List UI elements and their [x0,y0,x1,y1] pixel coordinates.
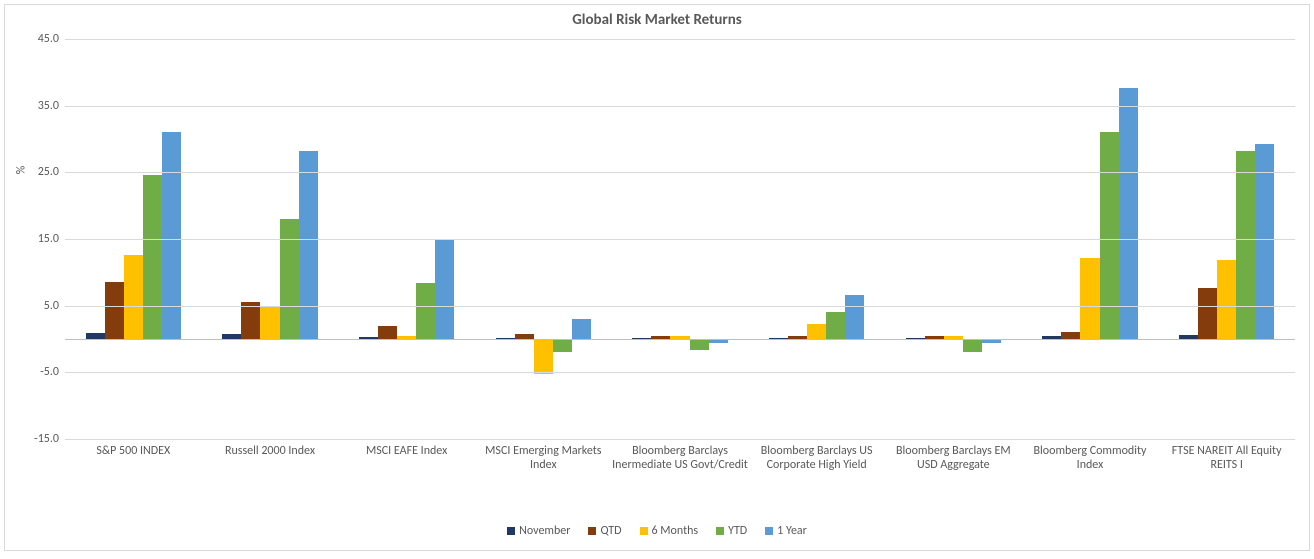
bar [534,339,553,374]
bar [807,324,826,339]
bar [963,339,982,352]
legend-swatch [765,527,773,535]
gridline [65,306,1295,307]
bar [1061,332,1080,339]
legend: November QTD 6 Months YTD 1 Year [5,524,1309,538]
y-tick-label: 15.0 [38,232,65,246]
legend-item: November [507,524,570,538]
legend-item: YTD [716,524,747,538]
bar [1198,288,1217,339]
legend-label: YTD [728,524,747,538]
bar [845,295,864,339]
y-tick-label: 45.0 [38,32,65,46]
bar [1236,151,1255,339]
legend-swatch [507,527,515,535]
bar [826,312,845,339]
bar [1119,88,1138,339]
zero-line [65,339,1295,340]
category-label: Bloomberg Commodity Index [1022,445,1159,473]
bar [143,175,162,339]
y-tick-label: -5.0 [40,365,65,379]
legend-label: November [519,524,570,538]
chart-title: Global Risk Market Returns [5,11,1309,29]
legend-swatch [640,527,648,535]
gridline [65,239,1295,240]
legend-item: QTD [588,524,621,538]
bar [553,339,572,352]
y-tick-label: 5.0 [44,299,65,313]
legend-label: QTD [600,524,621,538]
gridline [65,172,1295,173]
bar [690,339,709,350]
bar [1217,260,1236,339]
bar [572,319,591,339]
legend-swatch [716,527,724,535]
category-label: Russell 2000 Index [202,445,339,459]
bar [435,240,454,339]
category-label: S&P 500 INDEX [65,445,202,459]
y-axis-label: % [14,166,28,175]
gridline [65,439,1295,440]
y-tick-label: 35.0 [38,99,65,113]
category-label: Bloomberg Barclays EM USD Aggregate [885,445,1022,473]
bar [416,283,435,339]
chart-frame: Global Risk Market Returns % -15.0-5.05.… [4,4,1310,551]
x-axis-labels: S&P 500 INDEXRussell 2000 IndexMSCI EAFE… [65,445,1295,505]
bar [260,306,279,339]
bar [241,302,260,339]
category-label: MSCI EAFE Index [338,445,475,459]
bar [162,132,181,339]
legend-item: 6 Months [640,524,699,538]
legend-swatch [588,527,596,535]
category-label: FTSE NAREIT All Equity REITS I [1158,445,1295,473]
y-tick-label: 25.0 [38,165,65,179]
legend-item: 1 Year [765,524,807,538]
bar [1080,258,1099,339]
legend-label: 6 Months [652,524,699,538]
gridline [65,106,1295,107]
legend-label: 1 Year [777,524,807,538]
plot-area: -15.0-5.05.015.025.035.045.0 [65,39,1295,439]
gridline [65,39,1295,40]
bar [124,255,143,339]
bar [299,151,318,339]
category-label: Bloomberg Barclays US Corporate High Yie… [748,445,885,473]
bar [280,219,299,339]
bar [378,326,397,339]
category-label: MSCI Emerging Markets Index [475,445,612,473]
bar [105,282,124,339]
gridline [65,372,1295,373]
bar [1100,132,1119,339]
category-label: Bloomberg Barclays Inermediate US Govt/C… [612,445,749,473]
bar [1255,144,1274,339]
y-tick-label: -15.0 [34,432,65,446]
